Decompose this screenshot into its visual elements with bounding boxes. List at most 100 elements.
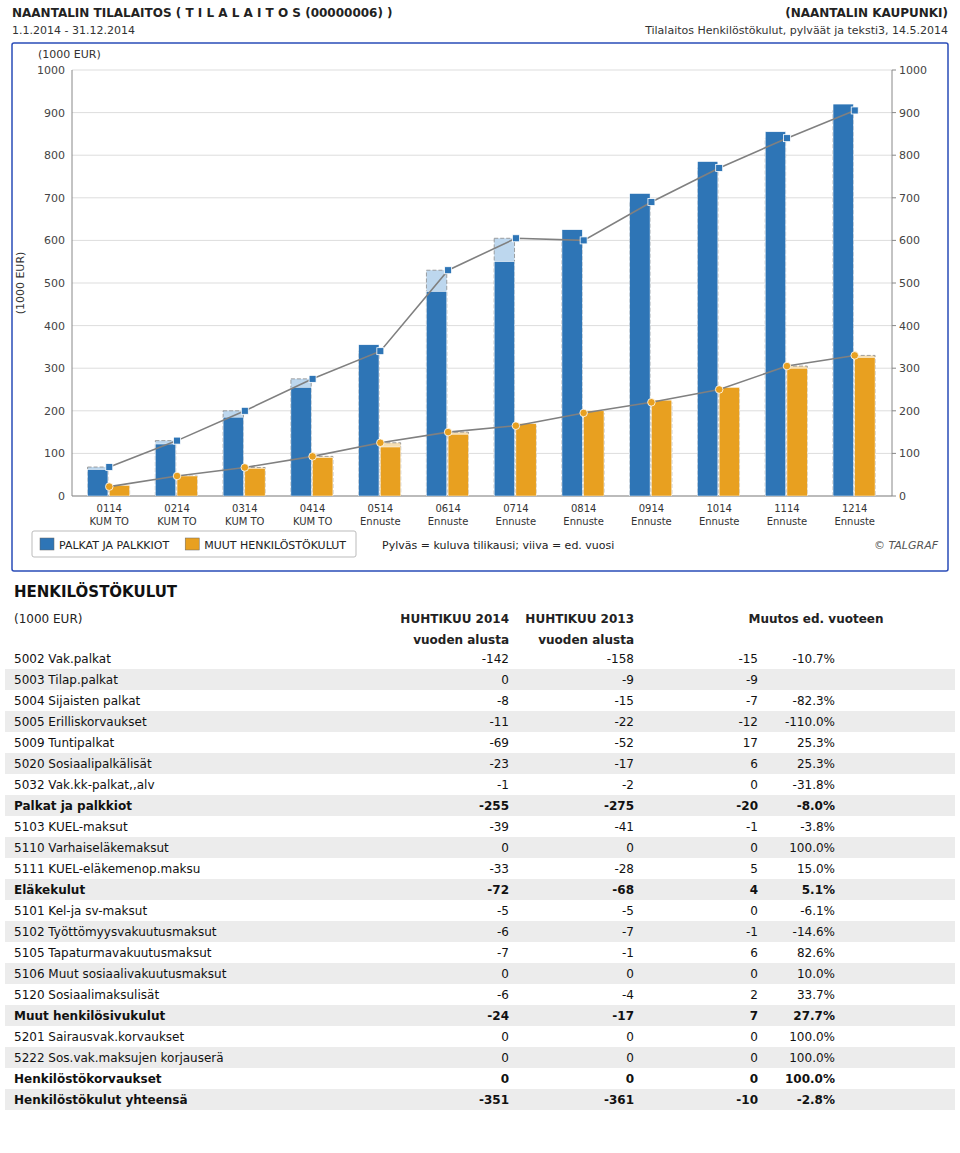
- y2-tick-label: 800: [899, 149, 920, 162]
- table-row-label: 5222 Sos.vak.maksujen korjauserä: [14, 1051, 224, 1065]
- y2-tick: [892, 496, 896, 497]
- bar: [88, 470, 108, 496]
- table-cell: -361: [604, 1093, 634, 1107]
- x-tick-label-line: KUM TO: [157, 516, 197, 527]
- line-marker: [173, 472, 181, 480]
- bar: [223, 417, 243, 496]
- legend-label: MUUT HENKILÖSTÖKULUT: [204, 539, 346, 552]
- line-marker: [377, 348, 384, 355]
- y2-tick-label: 100: [899, 447, 920, 460]
- title: NAANTALIN TILALAITOS ( T I L A L A I T O…: [12, 6, 393, 20]
- table-row-label: 5106 Muut sosiaalivakuutusmaksut: [14, 967, 227, 981]
- bar: [765, 132, 785, 496]
- table-cell: -1: [746, 925, 758, 939]
- line-marker: [444, 428, 452, 436]
- x-tick-label: 0914Ennuste: [631, 503, 672, 527]
- table-cell: 100.0%: [785, 1072, 835, 1086]
- subtitle: 1.1.2014 - 31.12.2014: [12, 24, 135, 37]
- table-cell: 7: [750, 1009, 758, 1023]
- bar-series-previous: [88, 110, 854, 496]
- table-row-shade: [5, 795, 955, 816]
- table-cell: 25.3%: [797, 736, 835, 750]
- table-cell: -82.3%: [793, 694, 835, 708]
- line-series: [106, 107, 858, 471]
- bar: [698, 162, 718, 496]
- table-cell: 0: [626, 1072, 634, 1086]
- table-cell: -33: [489, 862, 509, 876]
- table-cell: -9: [622, 673, 634, 687]
- title-right: (NAANTALIN KAUPUNKI): [785, 6, 948, 20]
- y2-tick-label: 400: [899, 320, 920, 333]
- table-cell: -22: [614, 715, 634, 729]
- bar: [855, 355, 875, 496]
- table-cell: 17: [743, 736, 758, 750]
- bar: [719, 387, 739, 496]
- table-cell: 0: [750, 841, 758, 855]
- x-tick-label-line: 0914: [639, 503, 664, 514]
- x-tick-label: 0814Ennuste: [563, 503, 604, 527]
- table-cell: -28: [614, 862, 634, 876]
- line-marker: [648, 398, 656, 406]
- table-row-label: 5102 Työttömyysvakuutusmaksut: [14, 925, 217, 939]
- grid: [72, 70, 892, 496]
- bar: [291, 379, 311, 496]
- table-row-label: 5004 Sijaisten palkat: [14, 694, 140, 708]
- line-marker: [851, 107, 858, 114]
- bar: [426, 292, 446, 496]
- y2-tick: [892, 197, 896, 198]
- line-series: [105, 352, 858, 491]
- table-cell: -15: [738, 652, 758, 666]
- line: [109, 110, 854, 467]
- y-axis-label: (1000 EUR): [14, 252, 27, 315]
- bar: [833, 104, 853, 496]
- grid-line: [72, 70, 892, 71]
- y2-tick: [892, 410, 896, 411]
- y2-tick-label: 0: [899, 490, 906, 503]
- table-cell: 5: [750, 862, 758, 876]
- x-tick-label-line: Ennuste: [360, 516, 401, 527]
- table-row-label: 5101 Kel-ja sv-maksut: [14, 904, 147, 918]
- x-tick-label-line: 0414: [300, 503, 325, 514]
- table-cell: -158: [607, 652, 634, 666]
- table-cell: 4: [750, 883, 758, 897]
- bar-series: [88, 104, 854, 496]
- table-row-label: Henkilöstökulut yhteensä: [14, 1093, 188, 1107]
- legend-frame: [32, 531, 356, 557]
- grid-line: [72, 112, 892, 113]
- table-cell: 6: [750, 757, 758, 771]
- x-tick-label: 0214KUM TO: [157, 503, 197, 527]
- table-cell: 82.6%: [797, 946, 835, 960]
- subtitle-right: Tilalaitos Henkilöstökulut, pylväät ja t…: [644, 24, 948, 37]
- table-unit: (1000 EUR): [14, 612, 82, 626]
- line-marker: [580, 409, 588, 417]
- y2-tick: [892, 368, 896, 369]
- x-tick-label-line: KUM TO: [90, 516, 130, 527]
- table-row-label: 5003 Tilap.palkat: [14, 673, 118, 687]
- table-row-label: 5120 Sosiaalimaksulisät: [14, 988, 159, 1002]
- x-tick-label: 1114Ennuste: [767, 503, 808, 527]
- table-cell: -1: [746, 820, 758, 834]
- y2-tick-label: 900: [899, 107, 920, 120]
- credit: © TALGRAF: [874, 539, 939, 552]
- bar: [245, 468, 265, 496]
- y2-tick-label: 500: [899, 277, 920, 290]
- line-marker: [715, 386, 723, 394]
- table-cell: 15.0%: [797, 862, 835, 876]
- table-subheader: vuoden alusta: [413, 633, 509, 647]
- y2-tick: [892, 112, 896, 113]
- line-marker: [512, 235, 519, 242]
- table-cell: -142: [482, 652, 509, 666]
- table-cell: -14.6%: [793, 925, 835, 939]
- bar: [313, 458, 333, 496]
- y-tick-label: 0: [58, 490, 65, 503]
- table-row-shade: [5, 1047, 955, 1068]
- x-tick-label-line: 0114: [97, 503, 122, 514]
- table-cell: -1: [497, 778, 509, 792]
- table-cell: -17: [614, 757, 634, 771]
- y2-axis: [892, 70, 893, 496]
- bar: [177, 476, 197, 496]
- x-tick-label-line: Ennuste: [767, 516, 808, 527]
- table-cell: 100.0%: [789, 841, 835, 855]
- x-tick-label-line: Ennuste: [563, 516, 604, 527]
- x-tick-label: 0714Ennuste: [496, 503, 537, 527]
